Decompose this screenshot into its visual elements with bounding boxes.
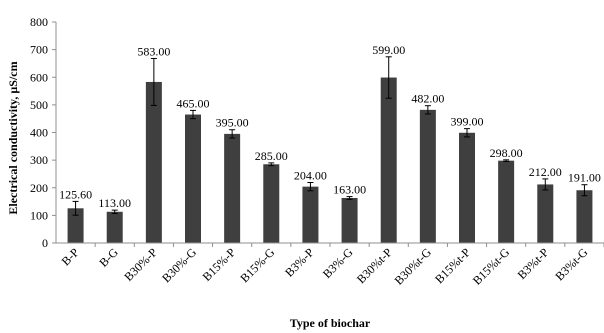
- bar: [537, 184, 554, 243]
- x-tick-label: B15%-G: [237, 245, 277, 285]
- bar: [302, 186, 319, 243]
- y-tick-label: 500: [30, 98, 48, 112]
- x-tick-label: B30%t-G: [392, 245, 435, 288]
- bar: [106, 211, 123, 243]
- x-tick-label: B3%t-P: [515, 245, 552, 282]
- data-label: 285.00: [255, 149, 288, 163]
- y-tick-label: 100: [30, 208, 48, 222]
- y-axis: 0 100 200 300 400 500 600 700 800: [30, 15, 57, 250]
- x-axis-title: Type of biochar: [290, 316, 371, 330]
- bar: [145, 81, 162, 243]
- bar: [498, 160, 515, 243]
- bar: [380, 77, 397, 244]
- data-label: 399.00: [451, 115, 484, 129]
- x-tick-label: B-P: [59, 245, 82, 268]
- bar: [224, 133, 241, 243]
- bar: [341, 197, 358, 243]
- x-tick-label: B15%t-G: [470, 245, 513, 288]
- data-label: 113.00: [98, 196, 131, 210]
- data-label: 163.00: [333, 183, 366, 197]
- bar: [185, 114, 201, 243]
- data-label: 212.00: [529, 165, 562, 179]
- data-label: 599.00: [372, 43, 405, 57]
- y-tick-label: 700: [30, 43, 48, 57]
- y-tick-label: 400: [30, 126, 48, 140]
- data-label: 482.00: [411, 92, 444, 106]
- bar: [263, 164, 280, 243]
- x-axis: B-P B-G B30%-P B30%-G B15%-P B15%-G B3%-P B3%-G…: [56, 242, 604, 288]
- y-tick-label: 300: [30, 153, 48, 167]
- bar: [419, 109, 436, 243]
- data-label: 583.00: [137, 44, 170, 58]
- x-tick-label: B30%t-P: [354, 245, 395, 286]
- x-tick-label: B3%-P: [282, 245, 317, 280]
- bar: [576, 190, 593, 243]
- data-label: 465.00: [177, 96, 210, 110]
- x-tick-label: B3%-G: [320, 245, 356, 281]
- x-tick-label: B15%-P: [200, 245, 239, 284]
- y-tick-label: 800: [30, 15, 48, 29]
- data-label: 191.00: [568, 171, 601, 185]
- bar: [459, 132, 475, 243]
- x-tick-label: B30%-P: [121, 245, 160, 284]
- x-tick-label: B3%t-G: [552, 245, 590, 283]
- y-axis-title: Electrical conductivity, µS/cm: [6, 61, 20, 214]
- data-label: 125.60: [59, 187, 92, 201]
- x-tick-label: B30%-G: [159, 245, 199, 285]
- bars: 125.60 113.00 583.00 465.00 395.00 285.00 204.…: [59, 43, 601, 244]
- data-label: 395.00: [216, 116, 249, 130]
- y-tick-label: 200: [30, 181, 48, 195]
- data-label: 204.00: [294, 169, 327, 183]
- data-label: 298.00: [490, 146, 523, 160]
- x-tick-label: B15%t-P: [432, 245, 473, 286]
- y-tick-label: 600: [30, 70, 48, 84]
- x-tick-label: B-G: [96, 245, 121, 270]
- y-tick-label: 0: [42, 236, 48, 250]
- bar: [67, 208, 84, 243]
